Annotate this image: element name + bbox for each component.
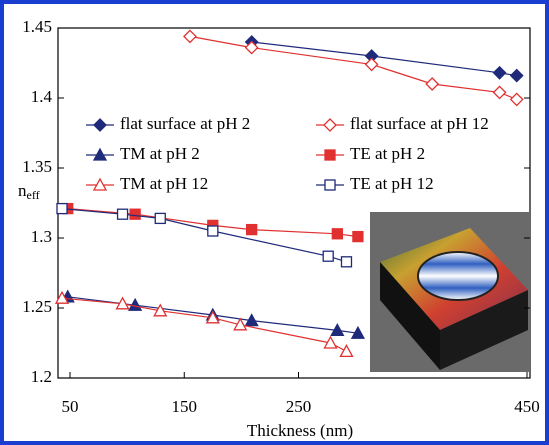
marker bbox=[183, 29, 197, 44]
y-axis-label-main: n bbox=[18, 181, 27, 200]
marker bbox=[92, 147, 108, 161]
y-tick-label: 1.35 bbox=[22, 157, 52, 176]
marker bbox=[339, 344, 354, 358]
marker bbox=[129, 208, 141, 220]
marker bbox=[324, 179, 336, 191]
marker bbox=[492, 65, 507, 80]
y-axis-label-sub: eff bbox=[27, 188, 40, 202]
legend-label: flat surface at pH 12 bbox=[350, 114, 489, 133]
marker bbox=[492, 85, 507, 100]
marker bbox=[93, 118, 107, 132]
y-tick-label: 1.25 bbox=[22, 297, 52, 316]
legend-label: TM at pH 12 bbox=[120, 174, 208, 193]
marker bbox=[128, 297, 143, 311]
legend-label: flat surface at pH 2 bbox=[120, 114, 250, 133]
series-line bbox=[61, 208, 347, 263]
marker bbox=[324, 149, 336, 161]
marker bbox=[115, 296, 130, 310]
legend-label: TE at pH 2 bbox=[350, 144, 425, 163]
marker bbox=[509, 68, 524, 83]
marker bbox=[352, 230, 364, 243]
legend-label: TE at pH 12 bbox=[350, 174, 434, 193]
x-tick-label: 150 bbox=[172, 397, 198, 416]
marker bbox=[331, 228, 343, 240]
marker bbox=[205, 310, 220, 324]
series-line bbox=[61, 297, 347, 352]
marker bbox=[350, 325, 366, 339]
x-tick-label: 450 bbox=[514, 397, 540, 416]
marker bbox=[154, 212, 166, 225]
x-tick-label: 50 bbox=[62, 397, 79, 416]
marker bbox=[323, 118, 337, 132]
x-axis-label: Thickness (nm) bbox=[247, 421, 353, 440]
marker bbox=[92, 177, 108, 191]
marker bbox=[340, 256, 353, 268]
series-line bbox=[251, 41, 517, 77]
marker bbox=[323, 335, 338, 349]
y-tick-label: 1.4 bbox=[31, 87, 53, 106]
x-tick-label: 250 bbox=[286, 397, 312, 416]
marker bbox=[244, 313, 259, 327]
marker bbox=[54, 290, 70, 304]
marker bbox=[244, 40, 259, 55]
marker bbox=[233, 317, 248, 331]
marker bbox=[509, 92, 524, 107]
marker bbox=[56, 202, 68, 215]
marker bbox=[330, 323, 345, 337]
marker bbox=[116, 208, 129, 220]
y-tick-label: 1.45 bbox=[22, 17, 52, 36]
marker bbox=[322, 250, 334, 262]
marker bbox=[207, 225, 219, 237]
legend-label: TM at pH 2 bbox=[120, 144, 200, 163]
y-tick-label: 1.2 bbox=[31, 367, 52, 386]
marker bbox=[153, 303, 168, 317]
inset-photo bbox=[370, 212, 530, 372]
marker bbox=[364, 57, 379, 72]
series-line bbox=[189, 35, 517, 100]
y-tick-label: 1.3 bbox=[31, 227, 52, 246]
y-axis-label: neff bbox=[18, 181, 40, 202]
marker bbox=[246, 223, 258, 236]
marker bbox=[425, 77, 440, 91]
